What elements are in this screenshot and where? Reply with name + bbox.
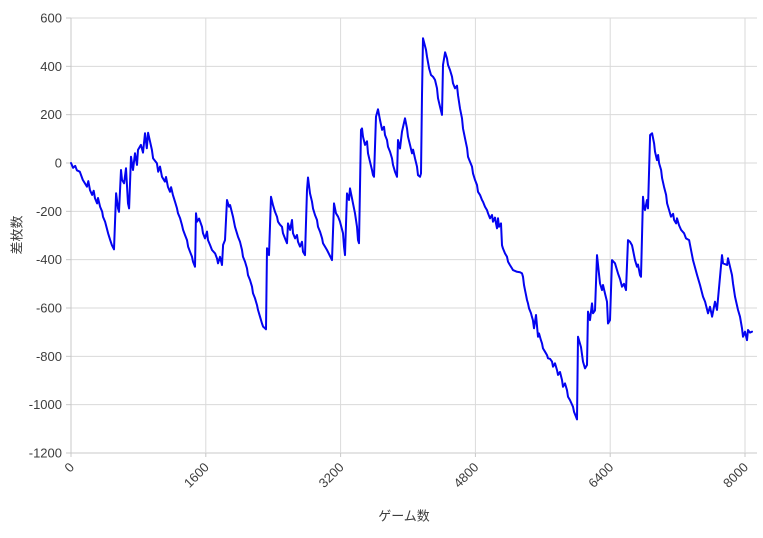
y-tick-label--400: -400 bbox=[36, 252, 62, 267]
x-axis-title: ゲーム数 bbox=[378, 508, 430, 524]
x-tick-label-0: 0 bbox=[61, 460, 77, 476]
y-tick-label-600: 600 bbox=[40, 11, 62, 26]
x-tick-label-8000: 8000 bbox=[720, 460, 751, 491]
y-tick-label-400: 400 bbox=[40, 59, 62, 74]
x-tick-label-4800: 4800 bbox=[450, 460, 481, 491]
y-tick-label--200: -200 bbox=[36, 204, 62, 219]
y-axis-title: 差枚数 bbox=[9, 215, 25, 255]
y-tick-label--800: -800 bbox=[36, 349, 62, 364]
x-tick-label-1600: 1600 bbox=[181, 460, 212, 491]
y-tick-label--600: -600 bbox=[36, 301, 62, 316]
y-tick-label-200: 200 bbox=[40, 107, 62, 122]
data-series-line bbox=[70, 37, 753, 421]
x-tick-label-6400: 6400 bbox=[585, 460, 616, 491]
y-tick-label--1200: -1200 bbox=[29, 446, 62, 461]
x-tick-label-3200: 3200 bbox=[316, 460, 347, 491]
y-tick-label--1000: -1000 bbox=[29, 397, 62, 412]
y-tick-label-0: 0 bbox=[55, 156, 62, 171]
